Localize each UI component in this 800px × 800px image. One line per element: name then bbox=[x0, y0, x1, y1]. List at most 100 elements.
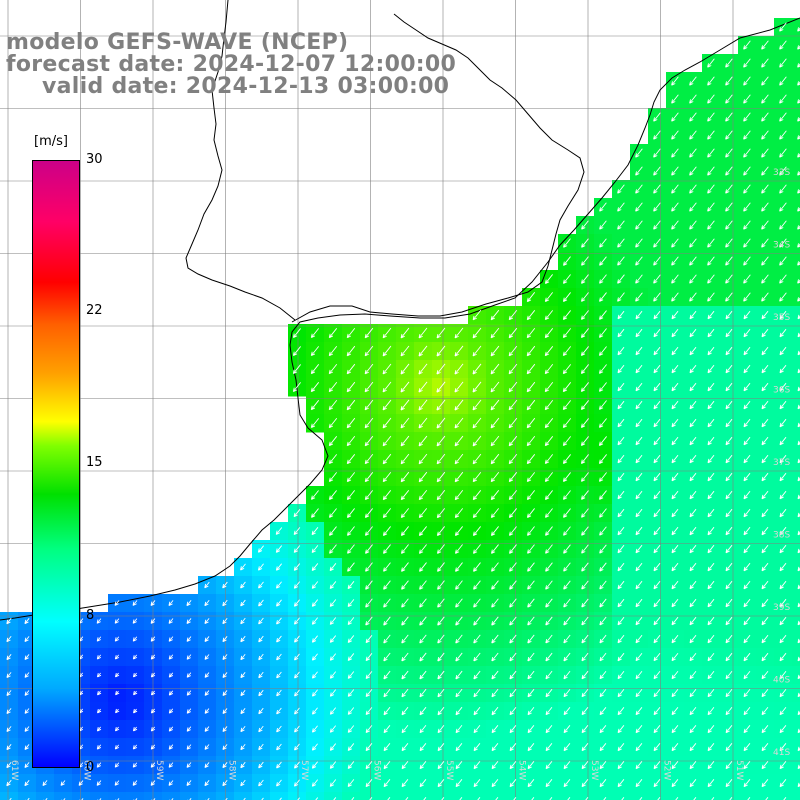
wind-arrow bbox=[186, 618, 192, 624]
wind-cell bbox=[792, 576, 800, 595]
wind-arrow bbox=[653, 382, 661, 392]
wind-arrow bbox=[329, 779, 337, 787]
wind-cell bbox=[792, 522, 800, 541]
wind-arrow bbox=[653, 761, 661, 770]
wind-arrow bbox=[275, 581, 282, 589]
wind-arrow bbox=[526, 490, 536, 500]
wind-arrow bbox=[653, 346, 661, 356]
wind-arrow bbox=[437, 670, 445, 680]
wind-arrow bbox=[599, 652, 607, 662]
wind-arrow bbox=[743, 670, 751, 680]
wind-arrow bbox=[133, 798, 138, 800]
wind-arrow bbox=[240, 617, 246, 625]
wind-arrow bbox=[581, 725, 589, 734]
wind-arrow bbox=[418, 489, 428, 501]
wind-arrow bbox=[258, 635, 264, 643]
wind-arrow bbox=[329, 653, 337, 661]
wind-arrow bbox=[725, 112, 733, 122]
wind-arrow bbox=[689, 707, 697, 716]
wind-arrow bbox=[743, 418, 751, 428]
wind-arrow bbox=[617, 508, 625, 518]
wind-arrow bbox=[779, 400, 787, 410]
wind-arrow bbox=[545, 743, 553, 752]
wind-arrow bbox=[689, 436, 697, 446]
wind-arrow bbox=[725, 346, 733, 356]
wind-arrow bbox=[725, 580, 733, 590]
wind-arrow bbox=[293, 527, 301, 536]
wind-arrow bbox=[400, 526, 409, 536]
wind-arrow bbox=[328, 454, 338, 465]
wind-arrow bbox=[437, 706, 445, 716]
wind-arrow bbox=[168, 690, 174, 696]
wind-arrow bbox=[293, 545, 301, 553]
wind-arrow bbox=[186, 636, 192, 642]
wind-arrow bbox=[114, 762, 120, 768]
wind-arrow bbox=[418, 381, 428, 393]
wind-arrow bbox=[707, 256, 715, 266]
wind-arrow bbox=[205, 797, 210, 800]
wind-arrow bbox=[779, 472, 787, 482]
wind-arrow bbox=[6, 761, 12, 769]
wind-arrow bbox=[472, 327, 482, 339]
wind-arrow bbox=[383, 688, 391, 698]
wind-arrow bbox=[580, 418, 589, 428]
wind-arrow bbox=[779, 779, 787, 788]
wind-arrow bbox=[347, 725, 355, 733]
wind-arrow bbox=[689, 76, 697, 86]
wind-arrow bbox=[240, 599, 246, 607]
wind-arrow bbox=[114, 744, 120, 750]
wind-arrow bbox=[187, 798, 192, 800]
wind-arrow bbox=[526, 310, 536, 321]
latitude-labels: 33S 34S 35S 36S 37S 38S 39S 40S 41S bbox=[773, 168, 790, 758]
wind-cell bbox=[792, 252, 800, 271]
wind-arrow bbox=[509, 634, 517, 644]
wind-arrow bbox=[563, 634, 571, 644]
wind-arrow bbox=[693, 797, 697, 800]
wind-arrow bbox=[725, 454, 733, 464]
wind-arrow bbox=[508, 490, 518, 501]
wind-arrow bbox=[689, 166, 697, 176]
wind-arrow bbox=[311, 581, 319, 589]
wind-arrow bbox=[563, 670, 571, 680]
wind-arrow bbox=[761, 346, 769, 356]
wind-arrow bbox=[419, 598, 427, 608]
wind-arrow bbox=[797, 207, 800, 212]
wind-arrow bbox=[276, 635, 282, 643]
wind-arrow bbox=[761, 256, 769, 266]
wind-arrow bbox=[563, 761, 571, 770]
wind-arrow bbox=[545, 688, 553, 698]
wind-arrow bbox=[311, 527, 319, 536]
wind-arrow bbox=[725, 688, 733, 698]
wind-cell bbox=[738, 792, 757, 800]
wind-arrow bbox=[743, 166, 751, 176]
wind-arrow bbox=[455, 724, 463, 734]
wind-arrow bbox=[401, 634, 409, 644]
wind-arrow bbox=[509, 562, 517, 572]
wind-arrow bbox=[653, 526, 661, 536]
wind-arrow bbox=[186, 600, 192, 607]
wind-arrow bbox=[383, 634, 391, 644]
wind-cell bbox=[792, 540, 800, 559]
wind-arrow bbox=[635, 652, 643, 662]
wind-arrow bbox=[276, 725, 282, 733]
wind-arrow bbox=[635, 580, 643, 590]
wind-cell bbox=[594, 792, 613, 800]
wind-arrow bbox=[383, 761, 391, 770]
wind-arrow bbox=[671, 743, 679, 752]
wind-arrow bbox=[581, 779, 589, 788]
wind-cell bbox=[108, 792, 127, 800]
wind-arrow bbox=[132, 600, 138, 606]
wind-cell bbox=[756, 792, 775, 800]
wind-arrow bbox=[329, 761, 337, 769]
wind-arrow bbox=[581, 490, 589, 500]
wind-cell bbox=[792, 342, 800, 361]
wind-cell bbox=[792, 216, 800, 235]
wind-arrow bbox=[545, 526, 553, 536]
wind-arrow bbox=[725, 76, 733, 86]
wind-arrow bbox=[419, 634, 427, 644]
wind-arrow bbox=[689, 364, 697, 374]
wind-arrow bbox=[454, 399, 464, 411]
wind-arrow bbox=[527, 616, 535, 626]
wind-arrow bbox=[599, 598, 607, 608]
